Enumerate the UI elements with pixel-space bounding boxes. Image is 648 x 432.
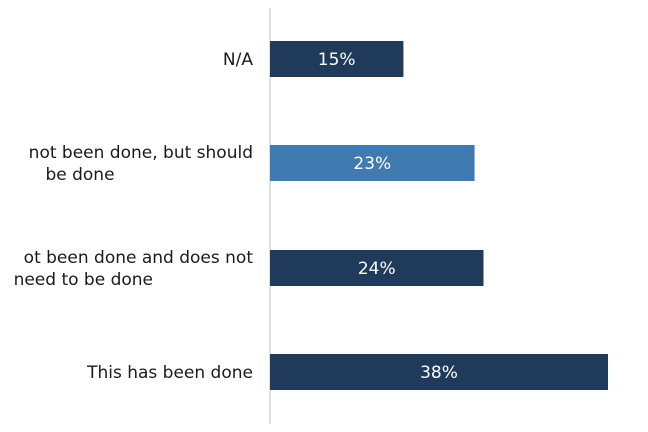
category-label-3-line-1: ot been done and does not <box>24 248 254 268</box>
bars <box>270 41 608 390</box>
bar-2 <box>270 145 475 181</box>
category-label-3-line-2: need to be done <box>14 270 153 290</box>
data-label-4: 38% <box>420 363 458 383</box>
category-label-2-line-2: be done <box>45 165 114 185</box>
category-label-2-line-1: not been done, but should <box>29 143 253 163</box>
bar-3 <box>270 250 484 286</box>
bar-1 <box>270 41 404 77</box>
category-label-1: N/A <box>223 50 253 70</box>
bar-4 <box>270 354 608 390</box>
category-label-4: This has been done <box>86 363 253 383</box>
data-labels: 15% 23% 24% 38% <box>318 50 458 383</box>
category-label-2: not been done, but should be done <box>29 143 253 185</box>
category-labels: N/A not been done, but should be done ot be… <box>14 50 254 383</box>
data-label-3: 24% <box>358 259 396 279</box>
category-label-1-line-1: N/A <box>223 50 253 70</box>
category-label-4-line-1: This has been done <box>86 363 253 383</box>
data-label-1: 15% <box>318 50 356 70</box>
category-label-3: ot been done and does not need to be done <box>14 248 254 290</box>
data-label-2: 23% <box>353 154 391 174</box>
